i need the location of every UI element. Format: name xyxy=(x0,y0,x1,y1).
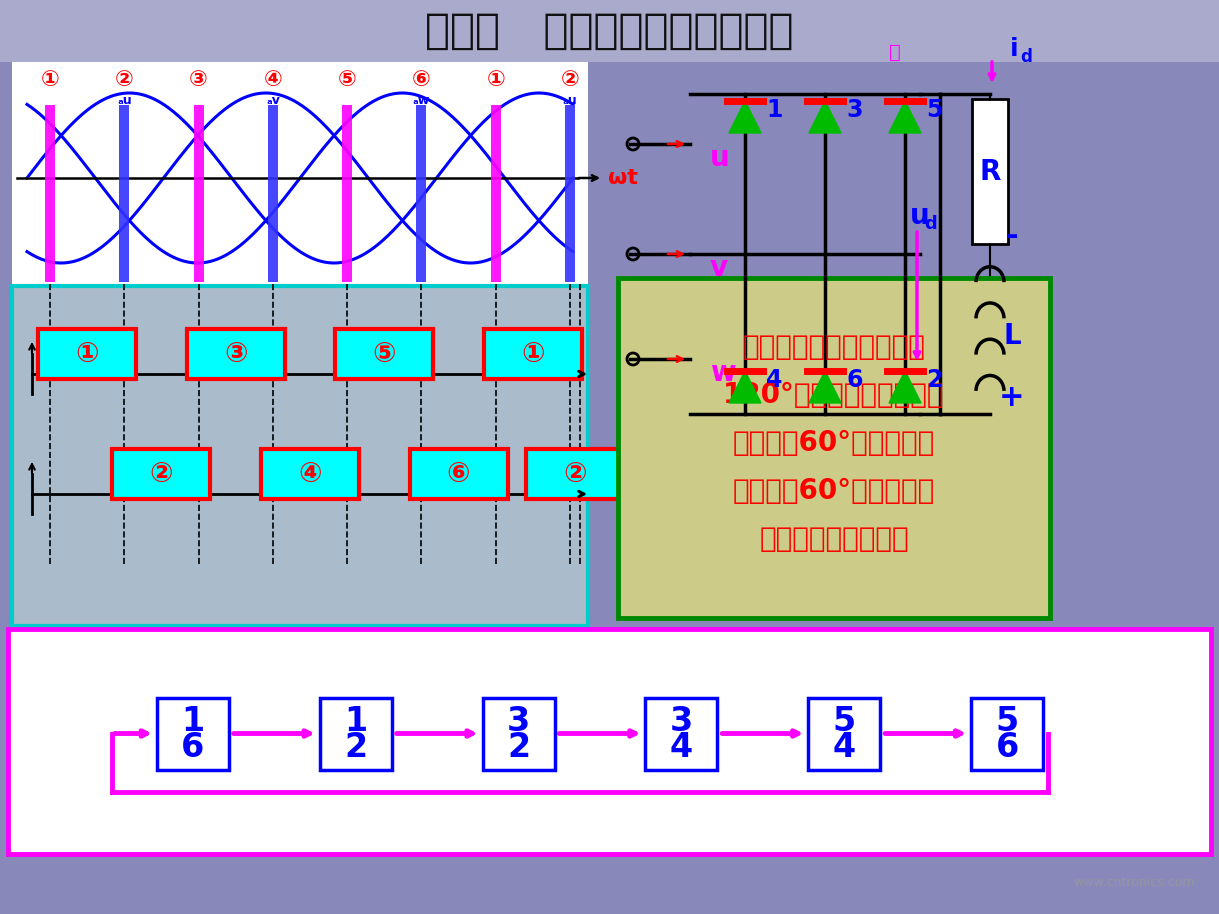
Text: 3: 3 xyxy=(507,705,530,738)
Text: ③: ③ xyxy=(224,340,247,368)
Text: -: - xyxy=(1006,221,1018,250)
Bar xyxy=(9,629,1210,854)
Text: ₐu: ₐu xyxy=(563,93,578,107)
Bar xyxy=(645,697,718,770)
Text: ⑥: ⑥ xyxy=(412,70,430,90)
Text: ③: ③ xyxy=(189,70,208,90)
Text: 5: 5 xyxy=(926,98,942,122)
Text: ②: ② xyxy=(563,460,586,488)
Text: ⑤: ⑤ xyxy=(373,340,396,368)
Bar xyxy=(45,105,55,282)
Text: 4: 4 xyxy=(670,731,692,764)
Text: ④: ④ xyxy=(299,460,322,488)
Polygon shape xyxy=(889,371,922,403)
Text: L: L xyxy=(1003,323,1020,350)
Bar xyxy=(417,105,427,282)
Bar xyxy=(335,329,433,379)
Text: 3: 3 xyxy=(846,98,863,122)
Text: 1: 1 xyxy=(182,705,205,738)
Text: 1: 1 xyxy=(344,705,367,738)
Text: ①: ① xyxy=(521,340,545,368)
Bar xyxy=(808,697,880,770)
Bar xyxy=(112,449,211,499)
Text: ⬥: ⬥ xyxy=(889,42,901,61)
Text: 5: 5 xyxy=(996,705,1019,738)
Text: d: d xyxy=(1020,48,1031,66)
Text: ωt: ωt xyxy=(608,168,638,188)
Bar xyxy=(268,105,278,282)
Text: ②: ② xyxy=(150,460,173,488)
Bar xyxy=(483,697,555,770)
Text: 5: 5 xyxy=(833,705,856,738)
Text: www.cntronics.com: www.cntronics.com xyxy=(1074,876,1195,889)
Text: ₐu: ₐu xyxy=(117,93,132,107)
Text: ①: ① xyxy=(40,70,60,90)
Text: u: u xyxy=(911,202,930,230)
Text: 1: 1 xyxy=(766,98,783,122)
Bar xyxy=(194,105,204,282)
Text: 4: 4 xyxy=(766,368,783,392)
Bar xyxy=(261,449,360,499)
Bar xyxy=(343,105,352,282)
Bar xyxy=(319,697,391,770)
Text: v: v xyxy=(709,254,728,282)
Bar xyxy=(564,105,575,282)
Text: ⑥: ⑥ xyxy=(447,460,471,488)
Bar xyxy=(187,329,285,379)
Text: ₐw: ₐw xyxy=(413,93,430,107)
Polygon shape xyxy=(889,101,922,133)
Bar xyxy=(491,105,501,282)
Text: ₐv: ₐv xyxy=(266,93,280,107)
Bar xyxy=(972,697,1043,770)
Text: ①: ① xyxy=(486,70,505,90)
Bar xyxy=(972,99,1008,244)
Bar xyxy=(12,62,588,284)
Polygon shape xyxy=(729,101,761,133)
Bar xyxy=(12,286,588,626)
Bar xyxy=(157,697,229,770)
Text: i: i xyxy=(1011,37,1019,61)
Text: R: R xyxy=(979,157,1001,186)
Polygon shape xyxy=(729,371,761,403)
Text: 2: 2 xyxy=(344,731,367,764)
Text: 2: 2 xyxy=(926,368,942,392)
Text: ①: ① xyxy=(76,340,99,368)
Bar xyxy=(410,449,507,499)
Text: w: w xyxy=(709,359,735,387)
Text: +: + xyxy=(1000,382,1025,411)
Text: 3: 3 xyxy=(669,705,694,738)
Text: 6: 6 xyxy=(996,731,1019,764)
Polygon shape xyxy=(809,101,841,133)
Text: 6: 6 xyxy=(846,368,863,392)
Text: u: u xyxy=(709,144,730,172)
Bar xyxy=(527,449,624,499)
Text: ②: ② xyxy=(115,70,134,90)
Text: 4: 4 xyxy=(833,731,856,764)
Text: 2: 2 xyxy=(507,731,530,764)
Text: 第二节   三相桥式全控整流电路: 第二节 三相桥式全控整流电路 xyxy=(424,10,794,52)
Bar xyxy=(119,105,129,282)
Bar xyxy=(618,278,1050,618)
Text: 6: 6 xyxy=(182,731,205,764)
Polygon shape xyxy=(809,371,841,403)
Text: ⑤: ⑤ xyxy=(338,70,357,90)
Bar xyxy=(0,0,1219,62)
Text: ②: ② xyxy=(561,70,579,90)
Bar xyxy=(38,329,137,379)
Text: ④: ④ xyxy=(263,70,283,90)
Text: d: d xyxy=(924,215,936,233)
Text: 同组晶闸管之间脉冲互差
120°，共阳极与共阴极组
晶闸管差60°，只要脉冲
宽度大于60°，就能构成
回路，即宽脉冲方式: 同组晶闸管之间脉冲互差 120°，共阳极与共阴极组 晶闸管差60°，只要脉冲 宽… xyxy=(723,334,945,553)
Bar xyxy=(484,329,581,379)
